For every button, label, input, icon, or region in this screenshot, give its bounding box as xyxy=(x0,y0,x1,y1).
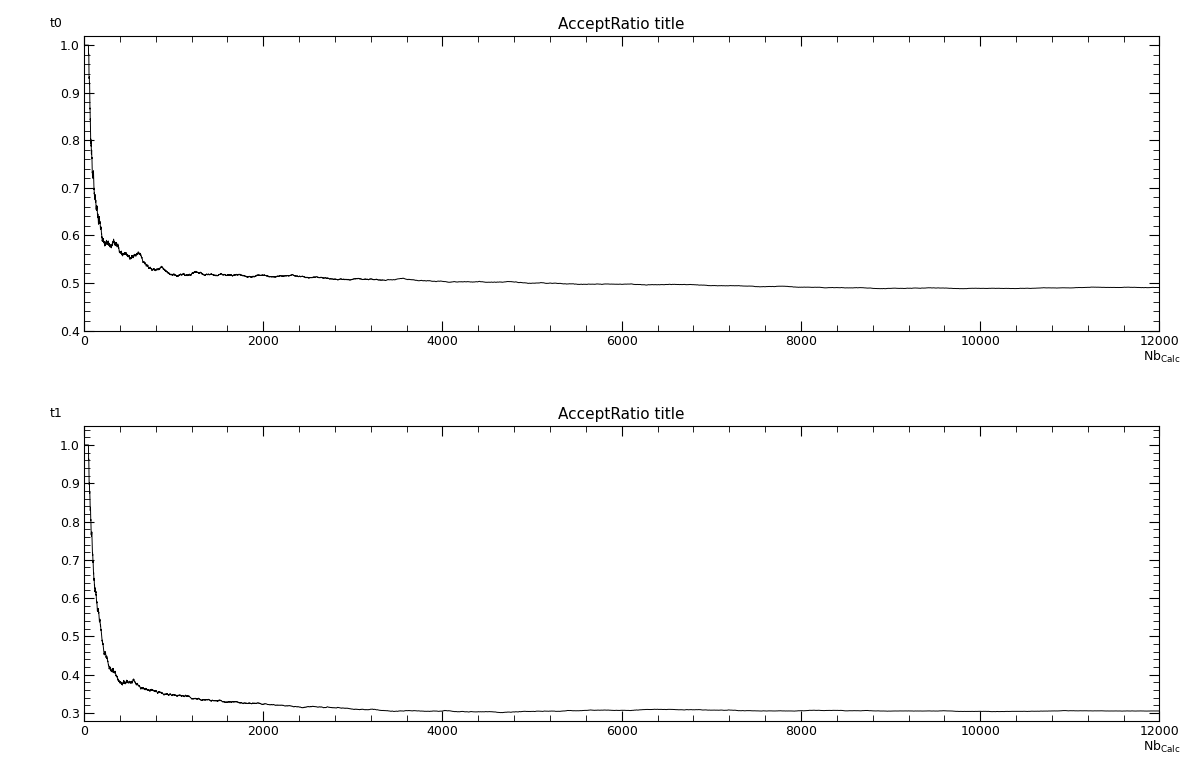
Y-axis label: t1: t1 xyxy=(50,407,62,420)
X-axis label: Nb$_{\mathregular{Calc}}$: Nb$_{\mathregular{Calc}}$ xyxy=(1143,349,1180,365)
Y-axis label: t0: t0 xyxy=(49,17,62,29)
Title: AcceptRatio title: AcceptRatio title xyxy=(559,407,685,422)
X-axis label: Nb$_{\mathregular{Calc}}$: Nb$_{\mathregular{Calc}}$ xyxy=(1143,740,1180,755)
Title: AcceptRatio title: AcceptRatio title xyxy=(559,17,685,32)
